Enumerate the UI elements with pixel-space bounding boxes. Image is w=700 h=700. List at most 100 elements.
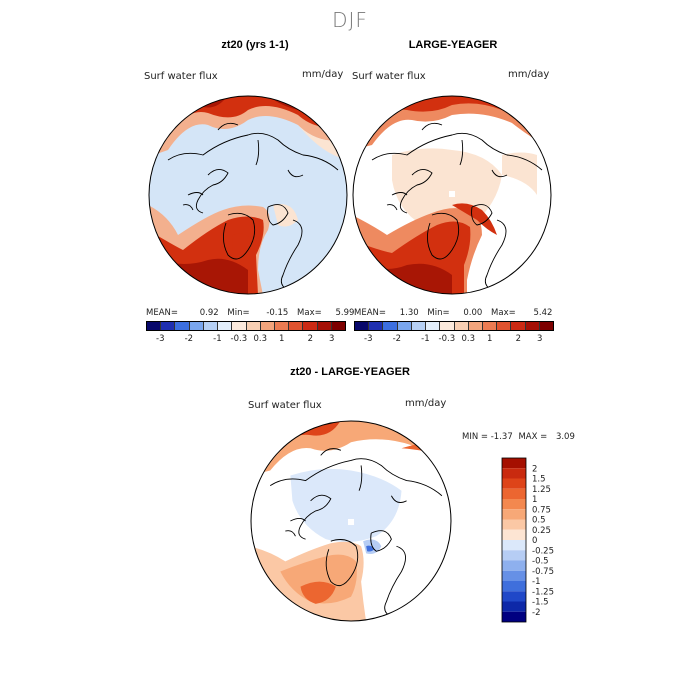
diff-colorbar: 21.51.2510.750.50.250-0.25-0.5-0.75-1-1.… [501,457,554,623]
colorbar-1-swatch [317,322,332,330]
colorbar-1-tick-label: 2 [307,334,313,344]
colorbar-2-tick-label: -0.3 [438,334,456,344]
panel-1-min: -0.15 [266,308,289,318]
colorbar-2-swatch [369,322,384,330]
panel-2-min: 0.00 [463,308,483,318]
diff-colorbar-swatch [502,570,526,581]
colorbar-2-tick-label: -3 [364,334,373,344]
diff-colorbar-frame [501,457,527,623]
colorbar-2-swatch [497,322,512,330]
colorbar-2-swatch [355,322,370,330]
colorbar-1-tick-label: -3 [156,334,165,344]
panel-1-stats: MEAN= 0.92 Min= -0.15 Max= 5.99 [146,308,354,318]
diff-colorbar-swatch [502,468,526,479]
colorbar-1-swatch [303,322,318,330]
diff-panel-title: zt20 - LARGE-YEAGER [290,366,410,378]
colorbar-2-swatch [539,322,554,330]
colorbar-2-swatch [511,322,526,330]
colorbar-2-swatch [426,322,441,330]
colorbar-2-swatch [482,322,498,330]
diff-colorbar-label: -1.25 [532,587,554,597]
panel-1-mean: 0.92 [199,308,219,318]
diff-max-label: MAX = [518,432,548,442]
colorbar-1-swatch [147,322,162,330]
diff-min: -1.37 [490,432,513,442]
diff-colorbar-label: 0 [532,536,537,546]
diff-colorbar-swatch [502,601,526,612]
colorbar-2-swatch [383,322,398,330]
diff-colorbar-swatch [502,499,526,510]
diff-colorbar-swatch [502,540,526,551]
colorbar-1-tick-label: 3 [328,334,335,344]
map-panel-2 [352,95,552,295]
colorbar-1-swatch [246,322,261,330]
colorbar-2-tick-label: -1 [421,334,430,344]
map-diff-panel [250,420,452,622]
panel-1-max: 5.99 [335,308,355,318]
season-title: DJF [332,8,368,32]
colorbar-1-tick-label: -0.3 [230,334,248,344]
colorbar-2-swatch [525,322,540,330]
diff-colorbar-label: -1 [532,577,540,587]
colorbar-1: -3 -2 -1 -0.3 0.3 1 2 3 [146,321,346,344]
panel-2-units: mm/day [508,69,550,80]
colorbar-1-swatch [232,322,247,330]
diff-colorbar-swatch [502,488,526,499]
diff-colorbar-label: 1 [532,495,537,505]
diff-colorbar-swatch [502,560,526,571]
panel-2-variable: Surf water flux [352,71,426,82]
colorbar-2-swatch [468,322,483,330]
diff-colorbar-label: -0.5 [532,557,549,567]
colorbar-1-swatch [218,322,233,330]
colorbar-1-swatch [331,322,346,330]
diff-minmax: MIN = -1.37 MAX = 3.09 [462,432,575,442]
diff-colorbar-label: -1.5 [532,598,549,608]
colorbar-1-tick-label: -1 [213,334,222,344]
colorbar-2-tick-label: 2 [515,334,521,344]
diff-colorbar-label: -0.75 [532,567,554,577]
diff-max: 3.09 [555,432,575,442]
panel-2-title: LARGE-YEAGER [408,39,498,51]
colorbar-1-swatch [175,322,190,330]
panel-1-units: mm/day [302,69,344,80]
colorbar-1-swatch [274,322,290,330]
colorbar-1-tick-label: 1 [278,334,285,344]
diff-colorbar-swatch [502,529,526,540]
colorbar-2-tick-label: 3 [536,334,543,344]
diff-colorbar-label: 0.75 [532,505,551,515]
colorbar-1-tick-label: 0.3 [253,334,268,344]
panel-2-mean: 1.30 [399,308,419,318]
diff-colorbar-swatch [502,509,526,520]
diff-min-label: MIN = [462,432,489,442]
diff-colorbar-label: 0.5 [532,516,546,526]
colorbar-1-tick-label: -2 [184,334,194,344]
panel-1-title: zt20 (yrs 1-1) [221,39,289,51]
diff-colorbar-swatch [502,611,526,622]
panel-2-mean-label: MEAN= [354,308,386,318]
colorbar-2-swatch [411,322,427,330]
diff-colorbar-label: 1.5 [532,475,546,485]
panel-1-min-label: Min= [227,308,250,318]
diff-colorbar-label: 1.25 [532,485,551,495]
diff-colorbar-label: -2 [532,608,540,618]
colorbar-1-swatch [260,322,275,330]
diff-colorbar-swatch [502,581,526,592]
map-panel-1 [148,95,348,295]
panel-1-mean-label: MEAN= [146,308,178,318]
colorbar-2-tick-label: 0.3 [461,334,476,344]
colorbar-2-swatch [397,322,412,330]
colorbar-1-swatch [189,322,204,330]
colorbar-2-swatch [440,322,455,330]
diff-colorbar-swatch [502,478,526,489]
diff-colorbar-label: 0.25 [532,526,551,536]
diff-panel-variable: Surf water flux [248,400,322,411]
colorbar-1-swatch [161,322,176,330]
colorbar-2: -3 -2 -1 -0.3 0.3 1 2 3 [354,321,554,344]
diff-colorbar-swatch [502,550,526,561]
panel-2-max-label: Max= [491,308,516,318]
colorbar-2-tick-label: -2 [392,334,402,344]
colorbar-1-swatch [203,322,219,330]
colorbar-1-swatch [289,322,304,330]
colorbar-2-tick-label: 1 [486,334,493,344]
panel-2-stats: MEAN= 1.30 Min= 0.00 Max= 5.42 [354,308,554,318]
